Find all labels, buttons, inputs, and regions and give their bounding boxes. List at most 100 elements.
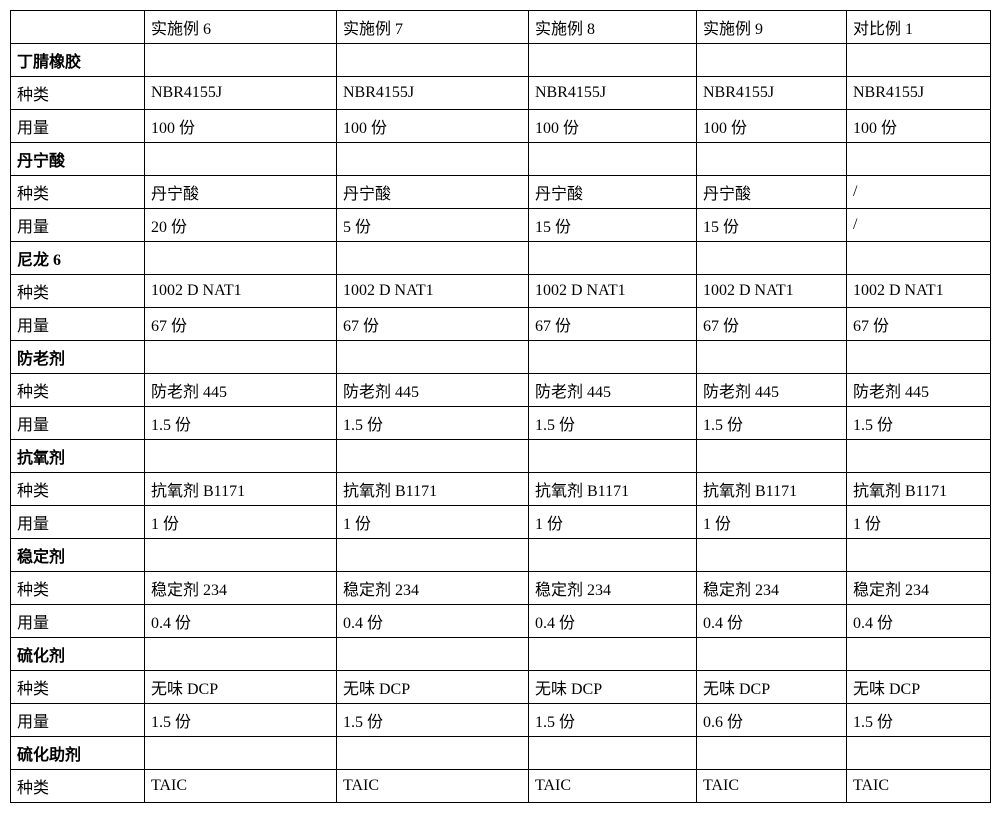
- data-row: 种类TAICTAICTAICTAICTAIC: [11, 770, 991, 803]
- data-row: 种类防老剂 445防老剂 445防老剂 445防老剂 445防老剂 445: [11, 374, 991, 407]
- data-row: 种类稳定剂 234稳定剂 234稳定剂 234稳定剂 234稳定剂 234: [11, 572, 991, 605]
- empty-cell: [529, 737, 697, 770]
- row-label: 种类: [11, 770, 145, 803]
- empty-cell: [697, 242, 847, 275]
- value-cell: 防老剂 445: [145, 374, 337, 407]
- empty-cell: [529, 44, 697, 77]
- value-cell: TAIC: [847, 770, 991, 803]
- section-title-row: 防老剂: [11, 341, 991, 374]
- value-cell: 15 份: [697, 209, 847, 242]
- empty-cell: [529, 242, 697, 275]
- empty-cell: [337, 440, 529, 473]
- value-cell: TAIC: [145, 770, 337, 803]
- value-cell: 防老剂 445: [337, 374, 529, 407]
- data-row: 用量1 份1 份1 份1 份1 份: [11, 506, 991, 539]
- value-cell: 丹宁酸: [697, 176, 847, 209]
- empty-cell: [529, 440, 697, 473]
- empty-cell: [529, 638, 697, 671]
- value-cell: 无味 DCP: [337, 671, 529, 704]
- data-row: 种类抗氧剂 B1171抗氧剂 B1171抗氧剂 B1171抗氧剂 B1171抗氧…: [11, 473, 991, 506]
- value-cell: 100 份: [847, 110, 991, 143]
- section-title-row: 尼龙 6: [11, 242, 991, 275]
- data-row: 用量1.5 份1.5 份1.5 份0.6 份1.5 份: [11, 704, 991, 737]
- value-cell: 丹宁酸: [145, 176, 337, 209]
- value-cell: 67 份: [529, 308, 697, 341]
- section-title: 硫化剂: [11, 638, 145, 671]
- value-cell: TAIC: [697, 770, 847, 803]
- value-cell: 1 份: [697, 506, 847, 539]
- row-label: 种类: [11, 176, 145, 209]
- value-cell: 0.4 份: [847, 605, 991, 638]
- value-cell: 0.4 份: [337, 605, 529, 638]
- empty-cell: [529, 539, 697, 572]
- header-row: 实施例 6 实施例 7 实施例 8 实施例 9 对比例 1: [11, 11, 991, 44]
- value-cell: 抗氧剂 B1171: [529, 473, 697, 506]
- data-row: 用量1.5 份1.5 份1.5 份1.5 份1.5 份: [11, 407, 991, 440]
- value-cell: 20 份: [145, 209, 337, 242]
- empty-cell: [847, 440, 991, 473]
- value-cell: 无味 DCP: [847, 671, 991, 704]
- value-cell: 抗氧剂 B1171: [847, 473, 991, 506]
- value-cell: 1002 D NAT1: [697, 275, 847, 308]
- section-title-row: 丁腈橡胶: [11, 44, 991, 77]
- value-cell: 1002 D NAT1: [145, 275, 337, 308]
- value-cell: 抗氧剂 B1171: [697, 473, 847, 506]
- section-title: 尼龙 6: [11, 242, 145, 275]
- value-cell: 1.5 份: [529, 704, 697, 737]
- composition-table: 实施例 6 实施例 7 实施例 8 实施例 9 对比例 1 丁腈橡胶种类NBR4…: [10, 10, 991, 803]
- section-title-row: 丹宁酸: [11, 143, 991, 176]
- value-cell: 1 份: [847, 506, 991, 539]
- value-cell: 67 份: [145, 308, 337, 341]
- row-label: 用量: [11, 110, 145, 143]
- value-cell: 1002 D NAT1: [529, 275, 697, 308]
- empty-cell: [697, 44, 847, 77]
- value-cell: 稳定剂 234: [145, 572, 337, 605]
- row-label: 种类: [11, 374, 145, 407]
- value-cell: 1.5 份: [847, 407, 991, 440]
- value-cell: 1 份: [529, 506, 697, 539]
- row-label: 种类: [11, 275, 145, 308]
- empty-cell: [847, 737, 991, 770]
- empty-cell: [847, 539, 991, 572]
- row-label: 用量: [11, 704, 145, 737]
- value-cell: 0.4 份: [145, 605, 337, 638]
- data-row: 种类丹宁酸丹宁酸丹宁酸丹宁酸/: [11, 176, 991, 209]
- value-cell: 67 份: [847, 308, 991, 341]
- empty-cell: [847, 638, 991, 671]
- empty-cell: [697, 440, 847, 473]
- value-cell: 100 份: [529, 110, 697, 143]
- empty-cell: [529, 341, 697, 374]
- header-cell: [11, 11, 145, 44]
- empty-cell: [337, 242, 529, 275]
- value-cell: NBR4155J: [145, 77, 337, 110]
- table-body: 实施例 6 实施例 7 实施例 8 实施例 9 对比例 1 丁腈橡胶种类NBR4…: [11, 11, 991, 803]
- empty-cell: [145, 638, 337, 671]
- value-cell: 稳定剂 234: [697, 572, 847, 605]
- value-cell: 无味 DCP: [529, 671, 697, 704]
- row-label: 种类: [11, 77, 145, 110]
- value-cell: 0.6 份: [697, 704, 847, 737]
- empty-cell: [529, 143, 697, 176]
- value-cell: 1 份: [337, 506, 529, 539]
- row-label: 用量: [11, 209, 145, 242]
- empty-cell: [697, 341, 847, 374]
- value-cell: 1.5 份: [529, 407, 697, 440]
- section-title-row: 稳定剂: [11, 539, 991, 572]
- value-cell: /: [847, 209, 991, 242]
- empty-cell: [697, 539, 847, 572]
- header-cell: 实施例 8: [529, 11, 697, 44]
- empty-cell: [145, 242, 337, 275]
- value-cell: 1.5 份: [337, 704, 529, 737]
- data-row: 种类NBR4155JNBR4155JNBR4155JNBR4155JNBR415…: [11, 77, 991, 110]
- row-label: 种类: [11, 671, 145, 704]
- data-row: 种类1002 D NAT11002 D NAT11002 D NAT11002 …: [11, 275, 991, 308]
- row-label: 用量: [11, 506, 145, 539]
- section-title: 丁腈橡胶: [11, 44, 145, 77]
- empty-cell: [847, 44, 991, 77]
- value-cell: 丹宁酸: [529, 176, 697, 209]
- empty-cell: [145, 539, 337, 572]
- section-title: 稳定剂: [11, 539, 145, 572]
- header-cell: 实施例 9: [697, 11, 847, 44]
- value-cell: 0.4 份: [697, 605, 847, 638]
- value-cell: 抗氧剂 B1171: [145, 473, 337, 506]
